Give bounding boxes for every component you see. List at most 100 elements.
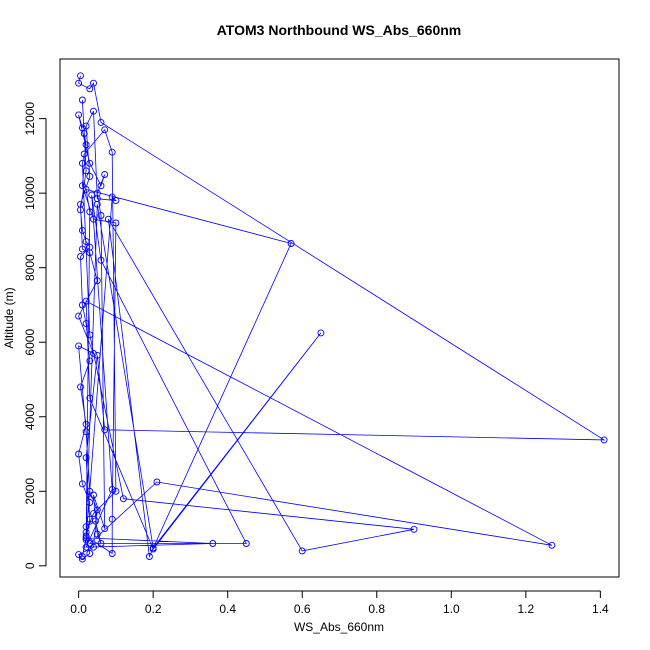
data-point <box>78 553 86 560</box>
data-point <box>82 454 90 462</box>
data-point <box>78 182 86 190</box>
data-point <box>101 171 109 178</box>
y-tick-label: 8000 <box>23 254 37 281</box>
data-point <box>97 256 105 264</box>
data-point <box>82 534 90 542</box>
data-point <box>86 487 94 495</box>
data-point <box>600 436 608 444</box>
y-axis: 0 2000 4000 6000 8000 10000 12000 <box>23 102 47 569</box>
data-point <box>86 357 94 365</box>
data-point <box>86 172 94 180</box>
data-point <box>317 329 325 337</box>
data-point <box>93 351 101 359</box>
data-point <box>82 536 90 544</box>
data-point <box>97 182 105 190</box>
y-tick-label: 12000 <box>23 102 37 136</box>
data-point <box>82 523 90 531</box>
data-point <box>78 124 86 132</box>
data-point <box>101 426 109 434</box>
data-point <box>77 72 84 80</box>
data-point <box>548 541 556 549</box>
data-point <box>75 342 83 350</box>
data-point <box>410 525 418 533</box>
data-point <box>108 193 116 201</box>
data-point <box>82 420 90 428</box>
data-point <box>101 126 109 134</box>
data-point <box>82 238 90 246</box>
data-point <box>108 148 116 156</box>
data-point <box>75 111 83 119</box>
data-point <box>75 450 83 458</box>
data-point <box>90 510 97 518</box>
x-axis-label: WS_Abs_660nm <box>294 620 384 634</box>
data-point <box>90 491 97 499</box>
x-tick-label: 0.8 <box>368 602 385 616</box>
data-point <box>80 150 88 158</box>
data-point <box>77 383 84 391</box>
data-point <box>77 206 84 214</box>
data-point <box>78 480 86 488</box>
data-point <box>112 487 120 495</box>
y-tick-label: 0 <box>23 562 37 569</box>
data-point <box>90 107 97 115</box>
data-point <box>112 219 120 227</box>
y-tick-label: 2000 <box>23 478 37 505</box>
data-point <box>93 189 101 197</box>
data-point <box>97 212 105 219</box>
data-point <box>82 122 90 130</box>
data-point <box>78 245 86 253</box>
data-point <box>82 185 90 193</box>
data-point <box>86 208 94 216</box>
data-point <box>90 349 97 357</box>
data-point <box>97 118 105 126</box>
series-line <box>77 75 606 560</box>
data-point <box>93 195 101 203</box>
data-point <box>108 515 116 523</box>
y-tick-label: 6000 <box>23 329 37 356</box>
x-tick-label: 0.4 <box>219 602 236 616</box>
data-point <box>75 551 83 559</box>
data-point <box>108 550 116 557</box>
data-point <box>78 555 86 563</box>
data-point <box>108 485 116 493</box>
data-point <box>86 540 94 547</box>
x-axis: 0.0 0.2 0.4 0.6 0.8 1.0 1.2 1.4 <box>70 590 609 616</box>
data-point <box>119 495 127 503</box>
data-point <box>78 96 86 104</box>
data-point <box>209 540 217 547</box>
data-point <box>82 543 90 551</box>
data-point <box>112 197 120 205</box>
data-point <box>86 243 94 251</box>
plot-frame <box>59 58 620 578</box>
data-point <box>82 167 90 175</box>
data-point <box>86 159 94 167</box>
data-point <box>93 530 101 538</box>
data-point <box>78 159 86 167</box>
y-tick-label: 4000 <box>23 403 37 430</box>
data-point <box>86 331 94 339</box>
data-point <box>153 478 161 486</box>
data-point <box>78 226 86 234</box>
data-point <box>75 79 83 87</box>
y-axis-label: Altitude (m) <box>2 287 16 348</box>
data-point <box>82 320 90 328</box>
data-point <box>78 301 86 309</box>
data-point <box>90 215 97 223</box>
x-tick-label: 0.6 <box>294 602 311 616</box>
x-tick-label: 1.4 <box>592 602 609 616</box>
data-point <box>91 517 99 525</box>
data-point <box>90 79 97 87</box>
data-point <box>82 532 90 540</box>
data-point <box>145 553 153 560</box>
data-point <box>90 543 97 551</box>
x-tick-label: 1.0 <box>443 602 460 616</box>
data-point <box>242 540 250 547</box>
data-point <box>86 550 94 557</box>
data-point <box>97 540 105 547</box>
data-point <box>93 277 101 285</box>
data-point <box>82 297 90 305</box>
data-point <box>101 525 109 533</box>
data-point <box>86 85 94 93</box>
data-point <box>86 499 94 506</box>
